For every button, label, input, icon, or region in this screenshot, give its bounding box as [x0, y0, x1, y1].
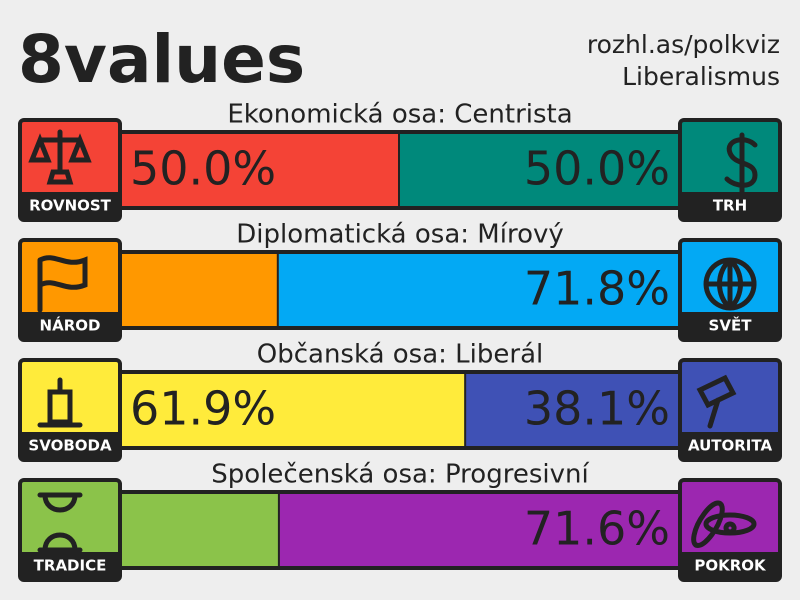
- legend-label: TRH: [713, 197, 747, 215]
- bar-segment: [400, 134, 678, 206]
- icon: [37, 377, 83, 428]
- icon: [37, 492, 83, 553]
- legend-label: POKROK: [694, 557, 767, 575]
- bar-segment: [122, 374, 467, 446]
- legend-label: SVOBODA: [28, 437, 112, 455]
- legend-label: AUTORITA: [688, 437, 773, 455]
- icon-label-box: [20, 432, 120, 460]
- icon-label-box: [680, 312, 780, 340]
- icon-label-box: [20, 312, 120, 340]
- value-label: 38.1%: [524, 382, 670, 436]
- icon-label-box: [20, 552, 120, 580]
- bar-segment: [122, 494, 280, 566]
- axis-title: Společenská osa: Progresivní: [211, 460, 589, 490]
- value-label: 50.0%: [130, 142, 276, 196]
- icon: [724, 132, 758, 198]
- legend-label: ROVNOST: [29, 197, 112, 215]
- icon: [703, 257, 757, 311]
- icon-label-box: [20, 192, 120, 220]
- bar-segment: [122, 134, 400, 206]
- icon-label-box: [680, 192, 780, 220]
- bar-segment: [122, 254, 279, 326]
- axis-title: Diplomatická osa: Mírový: [236, 220, 564, 250]
- value-label: 71.8%: [524, 262, 670, 316]
- icon: [696, 374, 737, 429]
- source-url: rozhl.as/polkviz: [587, 30, 780, 59]
- ideology: Liberalismus: [622, 62, 780, 91]
- bar-segment: [279, 494, 678, 566]
- icon-label-box: [680, 432, 780, 460]
- value-label: 61.9%: [130, 382, 276, 436]
- icon: [691, 500, 757, 548]
- value-label: 50.0%: [524, 142, 670, 196]
- icon: [37, 255, 88, 313]
- icon-label-box: [680, 552, 780, 580]
- bar-segment: [466, 374, 678, 446]
- legend-label: SVĚT: [709, 316, 753, 335]
- app-title: 8values: [18, 21, 305, 98]
- icon: [28, 129, 92, 185]
- legend-label: TRADICE: [34, 557, 107, 575]
- value-label: 71.6%: [524, 502, 670, 556]
- axis-title: Ekonomická osa: Centrista: [227, 100, 572, 130]
- legend-label: NÁROD: [40, 316, 101, 335]
- bar-segment: [278, 254, 678, 326]
- axis-title: Občanská osa: Liberál: [257, 340, 543, 370]
